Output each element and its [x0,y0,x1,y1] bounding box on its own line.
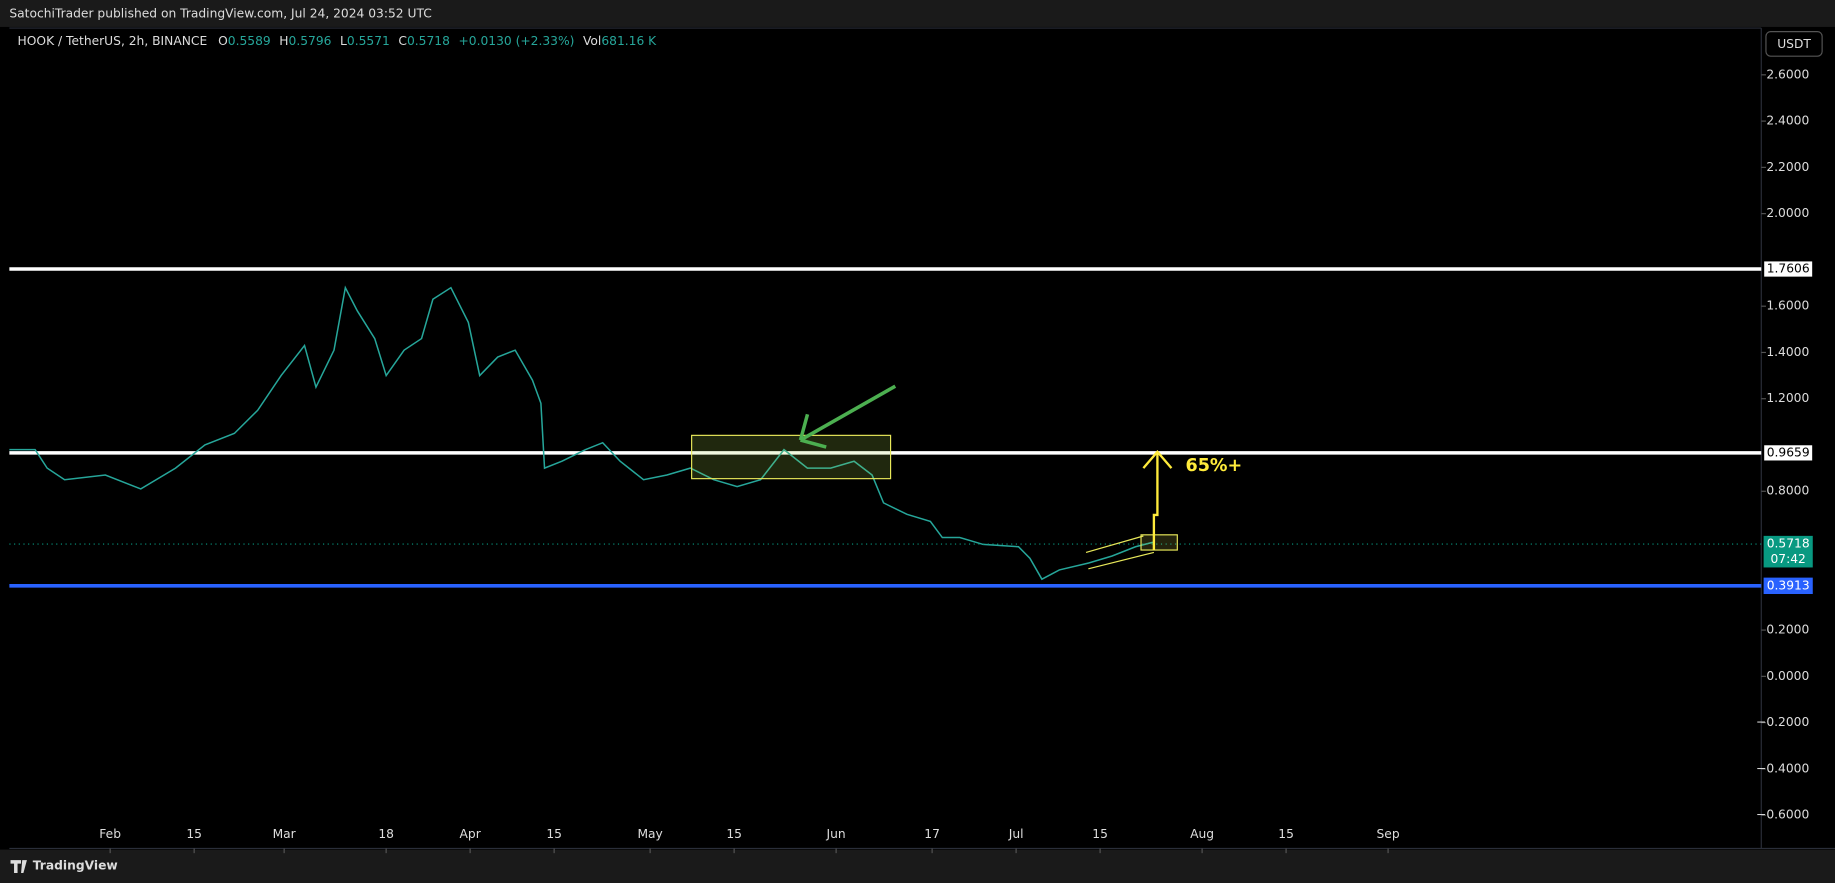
y-tick-label: −0.2000 [1756,715,1809,729]
plot: 2.6000 2.4000 2.2000 2.0000 1.6000 1.4000 1.20… [9,67,1814,854]
y-tick-label: 1.2000 [1766,391,1809,405]
symbol: HOOK / TetherUS, 2h, BINANCE [18,33,208,47]
y-tick-label: 2.6000 [1766,67,1809,81]
y-tick-label: −0.6000 [1756,808,1809,822]
top-bar [0,0,1835,27]
x-tick-label: Feb [99,827,121,841]
price-line [9,285,1154,581]
x-tick-label: Aug [1190,827,1214,841]
level-label-box [1763,444,1814,462]
x-tick-label: 15 [186,827,202,841]
level-label-box [1763,260,1814,278]
zone-box [691,434,892,480]
countdown-label: 07:42 [1771,552,1806,566]
ohlc-value: 0.5718 [407,33,450,47]
x-tick-label: Mar [273,827,297,841]
x-tick-label: 17 [924,827,940,841]
x-tick-label: 15 [1278,827,1294,841]
y-tick-label: 1.4000 [1766,345,1809,359]
green-arrow-head [798,413,827,449]
volume: 681.16 K [601,33,657,47]
y-tick-label: 0.2000 [1766,623,1809,637]
drawings: 65%+ [691,384,1242,570]
bottom-bar [0,849,1835,883]
y-tick-label: 2.0000 [1766,206,1809,220]
ohlc-label: O [218,33,228,47]
ohlc-value: 0.5571 [347,33,390,47]
ohlc-label: H [279,33,288,47]
publisher: SatochiTrader published on TradingView.c… [9,7,431,21]
legend: HOOK / TetherUS, 2h, BINANCE O0.5589 H0.… [18,33,658,47]
wedge-line [1088,551,1155,570]
x-tick-label: 15 [1092,827,1108,841]
annotation: 65%+ [1185,456,1242,476]
green-arrow [799,384,897,442]
currency-label: USDT [1777,37,1811,51]
x-tick-label: May [637,827,662,841]
footer: TradingView [33,859,118,873]
level-label-box [1763,577,1813,595]
x-tick-label: Jul [1008,827,1024,841]
x-tick-label: Sep [1377,827,1400,841]
level-label: 0.9659 [1767,445,1810,459]
y-tick-label: 2.2000 [1766,160,1809,174]
x-tick-label: 18 [378,827,394,841]
level-label: 0.3913 [1767,578,1810,592]
ohlc-label: L [340,33,347,47]
legend-row: HOOK / TetherUS, 2h, BINANCE O0.5589 H0.… [18,33,658,47]
wedge-line [1085,535,1144,553]
flag-box [1140,534,1178,551]
last-price-box [1763,535,1813,568]
y-tick-label: 0.8000 [1766,484,1809,498]
ohlc-value: 0.5796 [289,33,332,47]
y-tick-label: 0.0000 [1766,669,1809,683]
x-tick-label: 15 [726,827,742,841]
change: +0.0130 (+2.33%) [458,33,574,47]
y-tick-label: 1.6000 [1766,299,1809,313]
y-tick-label: −0.4000 [1756,761,1809,775]
target-arrow [1152,454,1159,551]
target-arrow-head [1142,449,1173,469]
volume-label: Vol [583,33,601,47]
last-price-label: 0.5718 [1767,537,1810,551]
logo [10,860,27,874]
x-tick-label: 15 [546,827,562,841]
x-tick-label: Jun [826,827,846,841]
currency-button[interactable] [1765,31,1823,57]
y-tick-label: 2.4000 [1766,114,1809,128]
ohlc-value: 0.5589 [228,33,271,47]
x-tick-label: Apr [460,827,482,841]
level-label: 1.7606 [1767,262,1810,276]
ohlc-label: C [398,33,407,47]
